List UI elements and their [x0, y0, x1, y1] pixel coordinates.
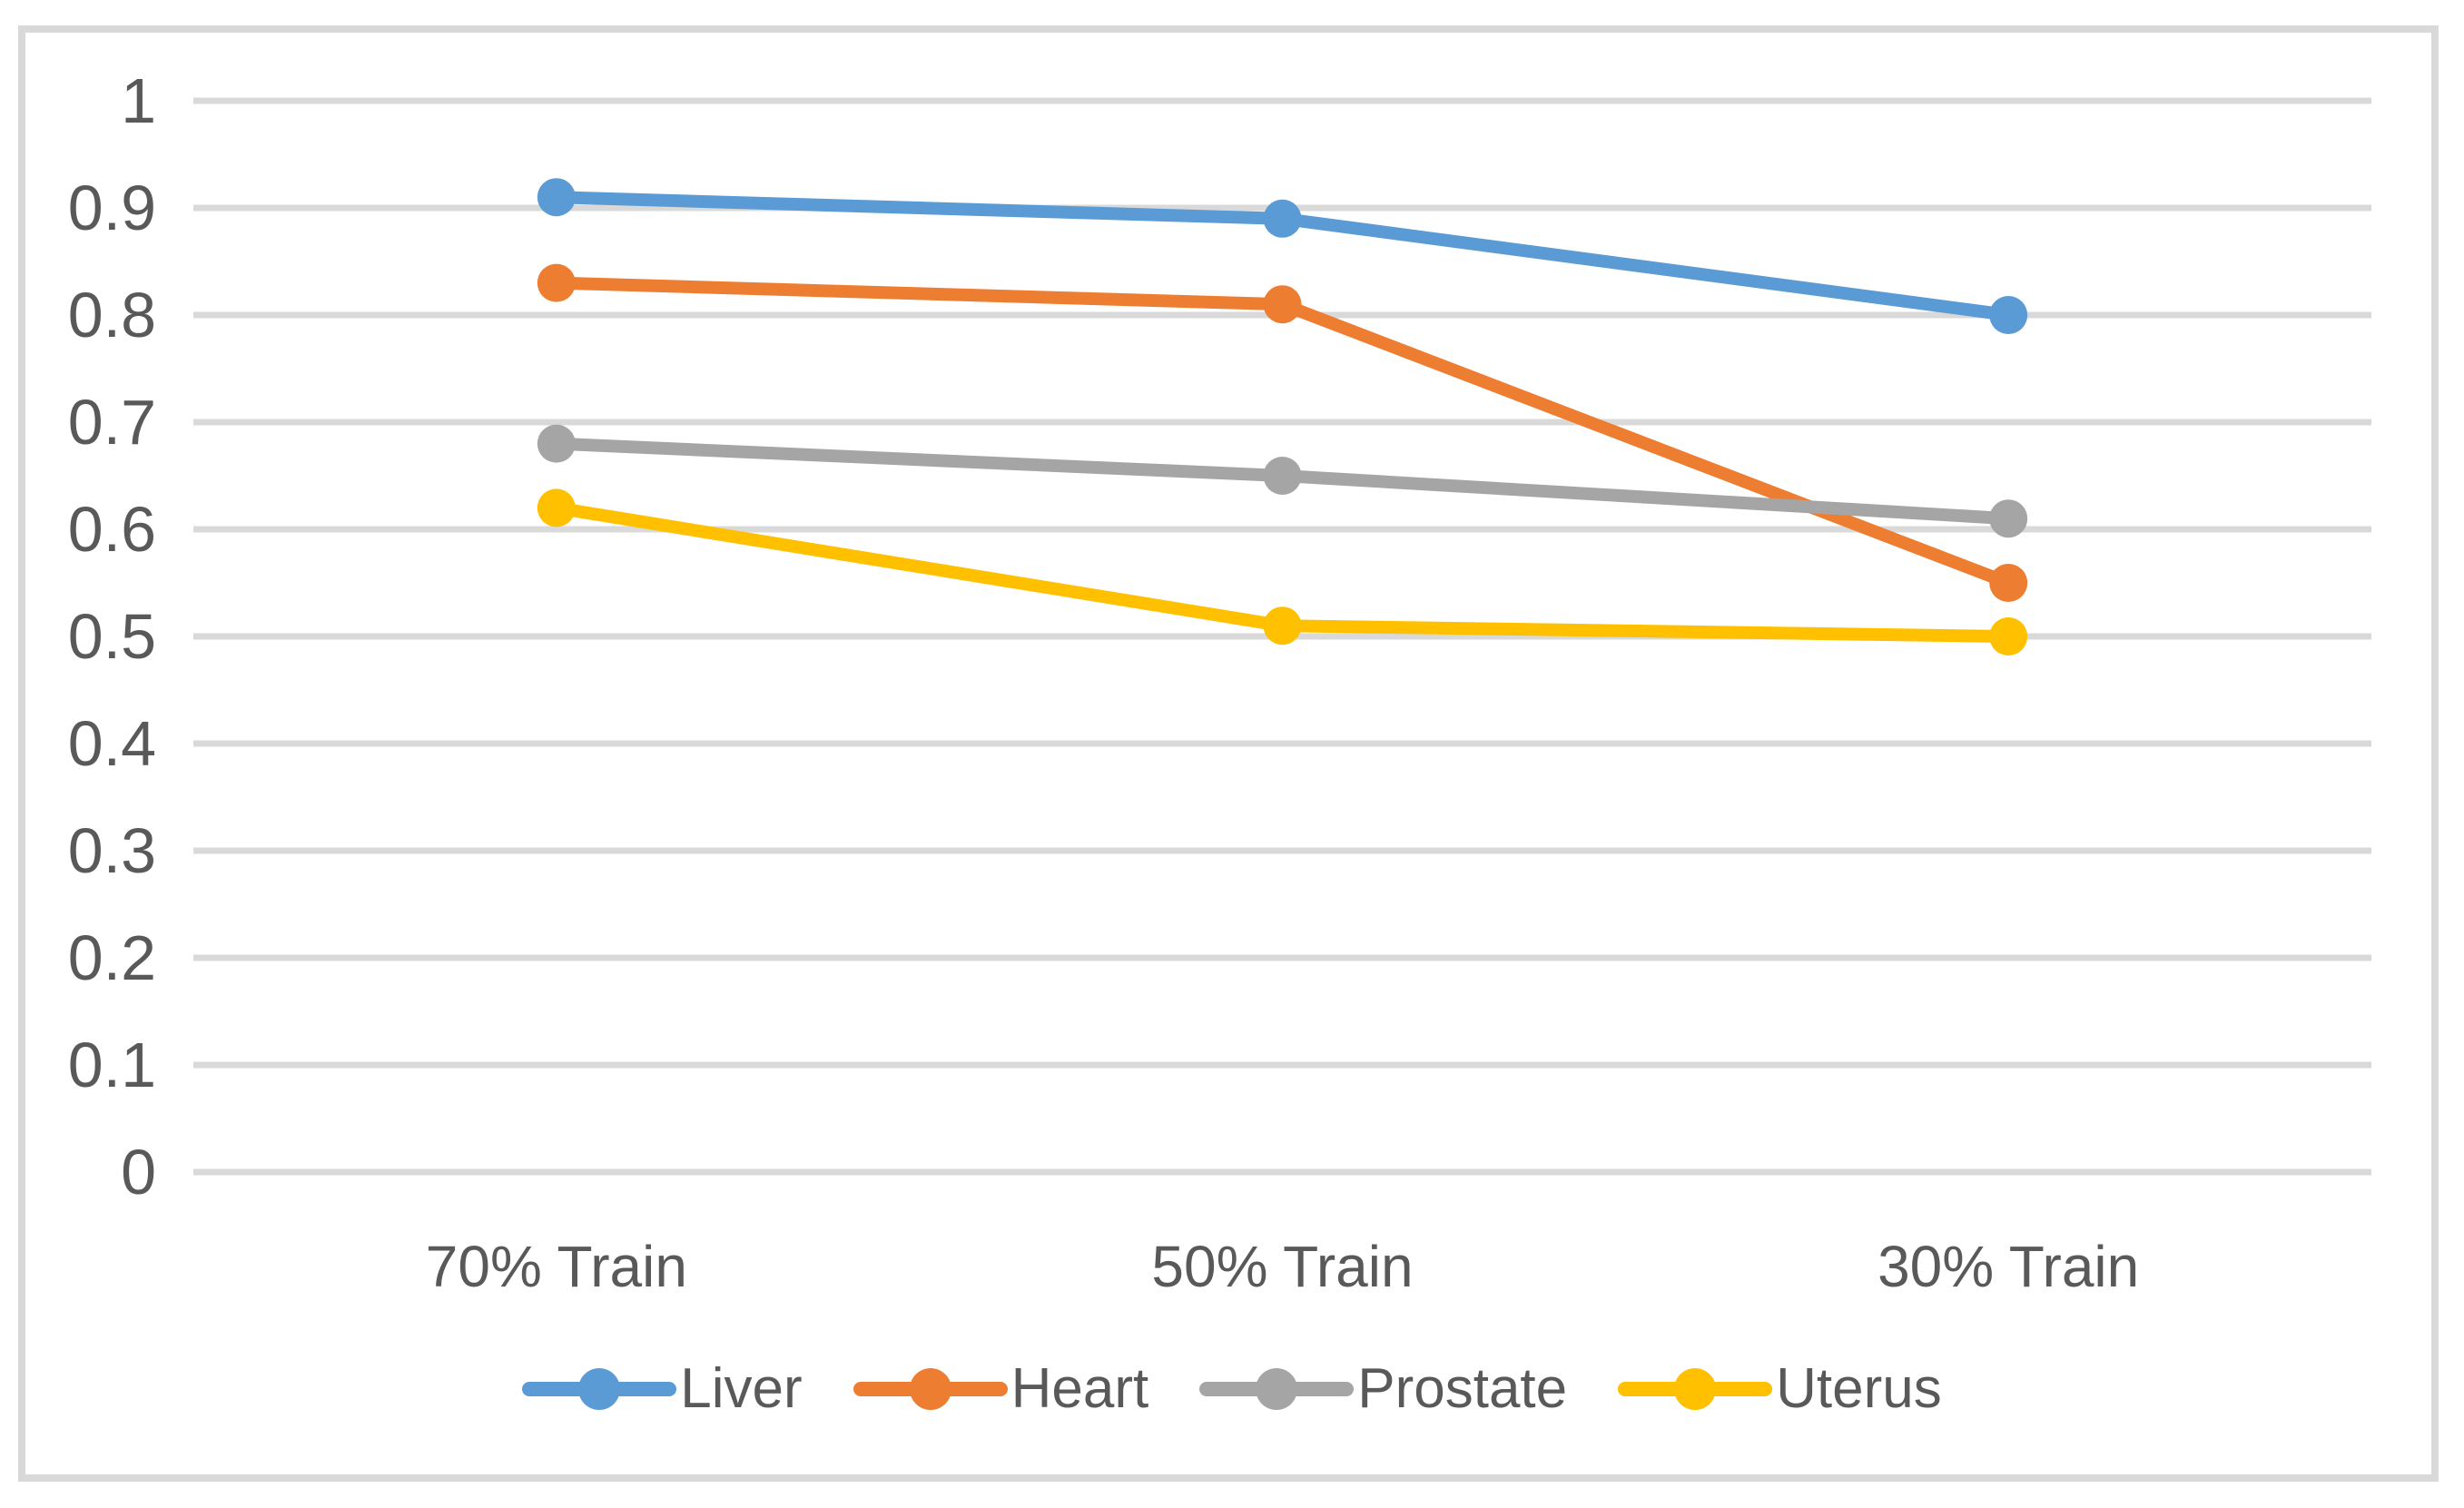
legend-label: Prostate	[1357, 1357, 1568, 1420]
y-tick-label: 1	[121, 65, 156, 136]
data-point-marker-uterus	[1263, 606, 1302, 646]
legend-marker-liver-icon	[522, 1368, 677, 1410]
data-point-marker-liver	[537, 178, 576, 217]
legend-marker-uterus-icon	[1618, 1368, 1773, 1410]
y-tick-label: 0	[121, 1137, 156, 1207]
legend-marker-heart-icon	[853, 1368, 1008, 1410]
data-point-marker-heart	[537, 263, 576, 302]
legend-label: Heart	[1010, 1357, 1149, 1420]
data-point-marker-prostate	[1989, 499, 2028, 538]
data-point-marker-prostate	[537, 424, 576, 463]
chart-border	[18, 25, 2439, 1482]
legend-item-prostate: Prostate	[1199, 1356, 1567, 1422]
y-tick-label: 0.8	[67, 280, 156, 350]
data-point-marker-liver	[1989, 296, 2028, 334]
data-point-marker-heart	[1989, 564, 2028, 602]
legend: Liver Heart Prostate Uterus	[0, 1356, 2464, 1422]
y-tick-label: 0.4	[67, 708, 156, 779]
legend-label: Uterus	[1776, 1357, 1942, 1420]
data-point-marker-uterus	[1989, 617, 2028, 655]
y-tick-label: 0.3	[67, 815, 156, 886]
legend-item-liver: Liver	[522, 1356, 803, 1422]
y-tick-label: 0.5	[67, 601, 156, 672]
y-tick-label: 0.6	[67, 494, 156, 565]
data-point-marker-liver	[1263, 199, 1302, 238]
legend-item-heart: Heart	[853, 1356, 1149, 1422]
data-point-marker-heart	[1263, 285, 1302, 324]
y-tick-label: 0.2	[67, 922, 156, 993]
x-category-label: 50% Train	[1151, 1234, 1414, 1299]
x-category-label: 70% Train	[425, 1234, 687, 1299]
y-tick-label: 0.7	[67, 387, 156, 458]
y-tick-label: 0.1	[67, 1030, 156, 1100]
legend-marker-prostate-icon	[1199, 1368, 1355, 1410]
x-category-label: 30% Train	[1878, 1234, 2140, 1299]
legend-item-uterus: Uterus	[1618, 1356, 1942, 1422]
legend-label: Liver	[680, 1357, 803, 1420]
data-point-marker-prostate	[1263, 457, 1302, 495]
data-point-marker-uterus	[537, 488, 576, 527]
y-tick-label: 0.9	[67, 172, 156, 243]
